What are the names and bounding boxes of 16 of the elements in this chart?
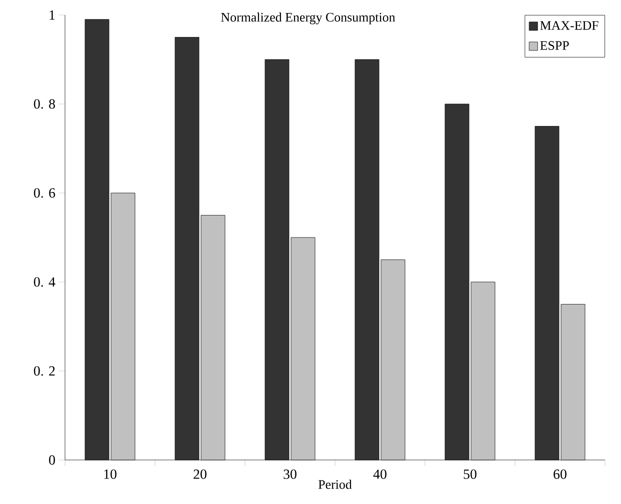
x-tick-label: 60 bbox=[554, 470, 566, 479]
y-tick-label: 0 bbox=[49, 455, 55, 465]
legend-label: MAX-EDF bbox=[540, 21, 598, 30]
x-tick-label: 20 bbox=[194, 470, 206, 479]
y-tick-label: 0. 8 bbox=[34, 99, 55, 109]
y-tick-label: 1 bbox=[50, 10, 55, 20]
y-tick-label: 0. 2 bbox=[34, 366, 55, 376]
x-tick-label: 50 bbox=[464, 470, 476, 479]
y-tick-label: 0. 4 bbox=[34, 277, 56, 287]
chart-title: Normalized Energy Consumption bbox=[221, 12, 396, 24]
x-tick-label: 40 bbox=[373, 470, 386, 479]
y-tick-label: 0. 6 bbox=[34, 188, 56, 198]
legend-label: ESPP bbox=[540, 41, 569, 50]
x-axis-title: Period bbox=[318, 480, 352, 489]
x-tick-label: 10 bbox=[104, 470, 116, 479]
x-tick-label: 30 bbox=[284, 470, 296, 479]
